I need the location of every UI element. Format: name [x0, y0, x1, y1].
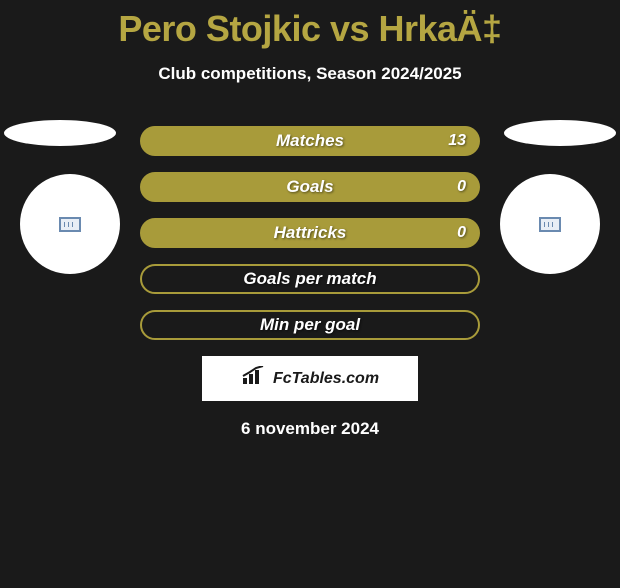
flag-icon — [539, 217, 561, 232]
club-logo-right — [500, 174, 600, 274]
stat-bar: Hattricks 0 — [140, 218, 480, 248]
stat-bar: Goals 0 — [140, 172, 480, 202]
club-logo-left — [20, 174, 120, 274]
stat-bar: Matches 13 — [140, 126, 480, 156]
source-banner: FcTables.com — [202, 356, 418, 401]
stat-value: 0 — [457, 224, 466, 242]
stat-label: Goals per match — [243, 269, 376, 289]
comparison-panel: Matches 13 Goals 0 Hattricks 0 Goals per… — [0, 126, 620, 439]
stat-value: 0 — [457, 178, 466, 196]
flag-icon — [59, 217, 81, 232]
stat-label: Min per goal — [260, 315, 360, 335]
stat-value: 13 — [448, 132, 466, 150]
chart-icon — [241, 366, 267, 391]
stat-bar: Min per goal — [140, 310, 480, 340]
stat-bar-list: Matches 13 Goals 0 Hattricks 0 Goals per… — [140, 126, 480, 340]
date-label: 6 november 2024 — [0, 419, 620, 439]
subtitle: Club competitions, Season 2024/2025 — [0, 64, 620, 84]
source-label: FcTables.com — [273, 370, 379, 388]
avatar-right-placeholder — [504, 120, 616, 146]
page-title: Pero Stojkic vs HrkaÄ‡ — [0, 8, 620, 50]
stat-bar: Goals per match — [140, 264, 480, 294]
stat-label: Goals — [286, 177, 333, 197]
stat-label: Matches — [276, 131, 344, 151]
stat-label: Hattricks — [274, 223, 347, 243]
avatar-left-placeholder — [4, 120, 116, 146]
